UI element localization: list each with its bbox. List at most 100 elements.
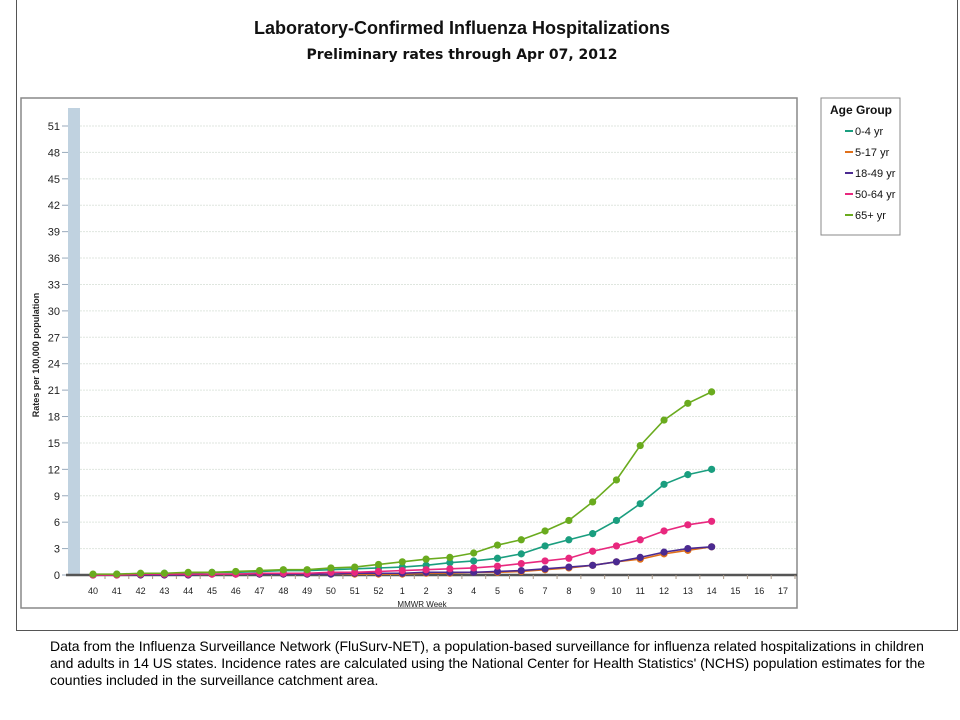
- x-tick-label: 4: [471, 586, 476, 596]
- x-tick-label: 49: [302, 586, 312, 596]
- data-point: [541, 527, 549, 535]
- data-point: [208, 568, 216, 576]
- data-point: [636, 553, 644, 561]
- data-point: [541, 557, 549, 565]
- data-point: [565, 563, 573, 571]
- data-point: [470, 557, 478, 565]
- y-tick-label: 18: [48, 412, 60, 424]
- data-point: [684, 471, 692, 479]
- y-tick-label: 9: [54, 491, 60, 503]
- legend-item-label: 0-4 yr: [855, 126, 883, 138]
- data-point: [565, 516, 573, 525]
- y-tick-label: 48: [48, 147, 60, 159]
- data-point: [470, 549, 478, 557]
- y-tick-label: 36: [48, 253, 60, 265]
- y-tick-label: 0: [54, 570, 60, 582]
- data-point: [565, 554, 573, 562]
- data-point: [708, 388, 716, 396]
- y-tick-label: 12: [48, 464, 60, 476]
- y-tick-label: 39: [48, 227, 60, 239]
- x-tick-label: 42: [136, 586, 146, 596]
- figure-frame: [16, 0, 958, 631]
- data-point: [398, 558, 406, 566]
- data-point: [493, 541, 502, 549]
- data-point: [541, 565, 549, 573]
- x-tick-label: 47: [255, 586, 265, 596]
- x-tick-label: 52: [374, 586, 384, 596]
- chart-title: Laboratory-Confirmed Influenza Hospitali…: [253, 18, 671, 38]
- data-point: [351, 563, 359, 571]
- x-tick-label: 13: [683, 586, 693, 596]
- y-tick-label: 27: [48, 332, 60, 344]
- data-point: [660, 548, 668, 556]
- data-point: [517, 550, 525, 558]
- data-point: [684, 399, 692, 407]
- data-point: [612, 542, 621, 550]
- caption: Data from the Influenza Surveillance Net…: [50, 638, 926, 688]
- data-point: [279, 566, 287, 574]
- y-tick-label: 33: [48, 279, 60, 291]
- data-point: [327, 564, 335, 572]
- x-tick-label: 1: [400, 586, 405, 596]
- legend-item-label: 5-17 yr: [855, 147, 890, 159]
- data-point: [446, 553, 454, 561]
- data-point: [636, 500, 644, 508]
- x-tick-label: 6: [519, 586, 524, 596]
- x-tick-label: 10: [611, 586, 621, 596]
- legend-item-label: 50-64 yr: [855, 189, 896, 201]
- legend-item-label: 65+ yr: [855, 210, 886, 222]
- data-point: [660, 527, 668, 535]
- data-point: [232, 567, 240, 576]
- x-tick-label: 40: [88, 586, 98, 596]
- y-tick-label: 15: [48, 438, 60, 450]
- data-point: [113, 570, 121, 578]
- x-tick-label: 51: [350, 586, 360, 596]
- data-point: [493, 554, 502, 562]
- data-point: [136, 569, 145, 577]
- data-point: [589, 530, 597, 538]
- y-tick-label: 6: [54, 517, 60, 529]
- x-tick-label: 41: [112, 586, 122, 596]
- y-tick-label: 21: [48, 385, 60, 397]
- y-axis-label: Rates per 100,000 population: [31, 293, 41, 418]
- data-point: [541, 542, 549, 550]
- data-point: [708, 465, 716, 473]
- data-point: [446, 565, 454, 573]
- y-axis-bar: [68, 108, 80, 576]
- data-point: [517, 536, 525, 544]
- data-point: [184, 568, 192, 576]
- y-tick-label: 3: [54, 544, 60, 556]
- x-tick-label: 14: [707, 586, 717, 596]
- x-tick-label: 50: [326, 586, 336, 596]
- x-tick-label: 9: [590, 586, 595, 596]
- y-tick-label: 51: [48, 121, 60, 133]
- data-point: [565, 536, 573, 544]
- legend-box: [820, 97, 901, 236]
- y-tick-label: 45: [48, 174, 60, 186]
- legend: Age Group 0-4 yr 5-17 yr 18-49 yr 50-64 yr 65…: [820, 97, 901, 236]
- y-tick-label: 24: [48, 359, 60, 371]
- data-point: [351, 568, 359, 576]
- x-tick-label: 17: [778, 586, 788, 596]
- data-point: [660, 480, 668, 488]
- data-point: [660, 416, 668, 424]
- data-point: [255, 566, 264, 575]
- series-65-yr: [89, 388, 716, 578]
- x-tick-label: 16: [754, 586, 764, 596]
- x-tick-label: 46: [231, 586, 241, 596]
- x-tick-label: 15: [730, 586, 740, 596]
- y-tick-label: 30: [48, 306, 60, 318]
- data-point: [398, 566, 406, 575]
- legend-title: Age Group: [830, 103, 892, 117]
- data-point: [493, 562, 502, 570]
- x-tick-label: 43: [159, 586, 169, 596]
- data-point: [589, 547, 597, 555]
- data-point: [470, 564, 478, 572]
- data-point: [589, 561, 597, 569]
- data-point: [160, 569, 168, 577]
- data-point: [612, 516, 621, 525]
- x-tick-label: 12: [659, 586, 669, 596]
- x-tick-label: 44: [183, 586, 193, 596]
- data-point: [374, 567, 383, 576]
